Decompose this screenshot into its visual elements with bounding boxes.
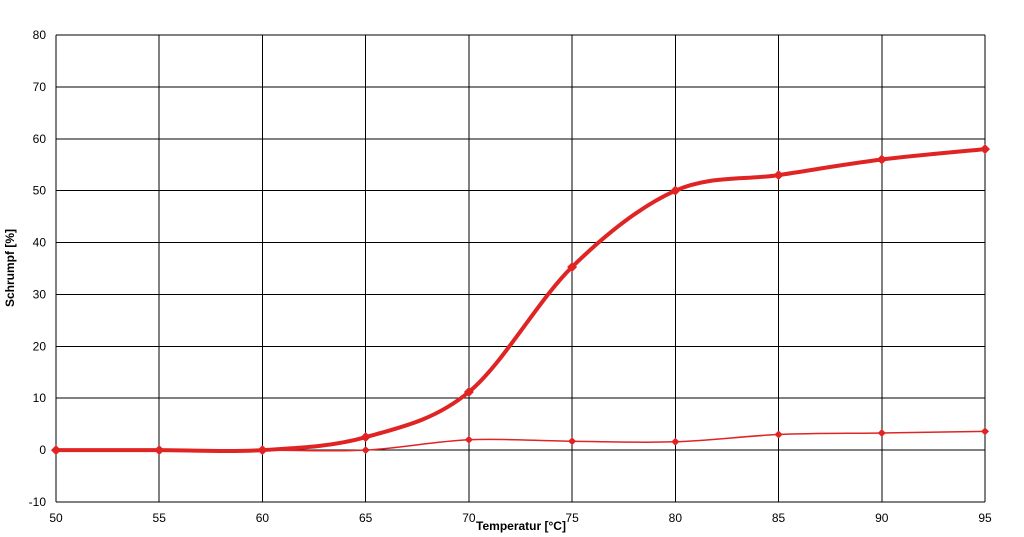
x-tick-label: 70	[462, 511, 476, 525]
x-tick-label: 55	[153, 511, 167, 525]
x-tick-label: 50	[49, 511, 63, 525]
x-tick-label: 80	[669, 511, 683, 525]
series-2-point	[361, 446, 370, 455]
x-tick-label: 95	[978, 511, 992, 525]
y-axis-title: Schrumpf [%]	[3, 229, 17, 307]
x-tick-label: 75	[565, 511, 579, 525]
series-2-point	[464, 435, 473, 444]
y-tick-label: 10	[33, 391, 47, 405]
series-1-point	[463, 386, 474, 397]
y-tick-label: 40	[33, 236, 47, 250]
series-2-point	[981, 427, 989, 436]
series-2-point	[671, 437, 680, 446]
y-tick-label: 30	[33, 287, 47, 301]
series-2-point	[258, 446, 267, 455]
data-series	[51, 144, 990, 456]
x-axis-title: Temperatur [°C]	[476, 519, 566, 533]
y-tick-label: 70	[33, 80, 47, 94]
series-line-1	[54, 147, 987, 454]
series-2-point	[877, 428, 886, 437]
y-tick-label: 20	[33, 339, 47, 353]
series-1-point	[567, 261, 578, 272]
series-2-point	[774, 430, 783, 439]
tick-labels: -10 0 10 20 30 40 50 60 70 80 50 55 60 65 70 75 80 85 90 95	[29, 28, 992, 525]
series-2-point	[52, 446, 60, 455]
y-tick-label: -10	[29, 495, 47, 509]
series-line-2	[55, 430, 986, 452]
series-1-point	[360, 432, 371, 443]
y-tick-label: 50	[33, 184, 47, 198]
series-1-point	[980, 144, 990, 155]
x-tick-label: 85	[772, 511, 786, 525]
y-tick-label: 80	[33, 28, 47, 42]
x-tick-label: 90	[875, 511, 889, 525]
series-1-point	[876, 154, 887, 165]
series-1-point	[670, 185, 681, 196]
y-tick-label: 60	[33, 132, 47, 146]
series-1-point	[773, 170, 784, 181]
x-tick-label: 65	[359, 511, 373, 525]
series-2-point	[155, 446, 164, 455]
x-tick-label: 60	[256, 511, 270, 525]
series-2-point	[568, 437, 577, 446]
y-tick-label: 0	[39, 443, 46, 457]
